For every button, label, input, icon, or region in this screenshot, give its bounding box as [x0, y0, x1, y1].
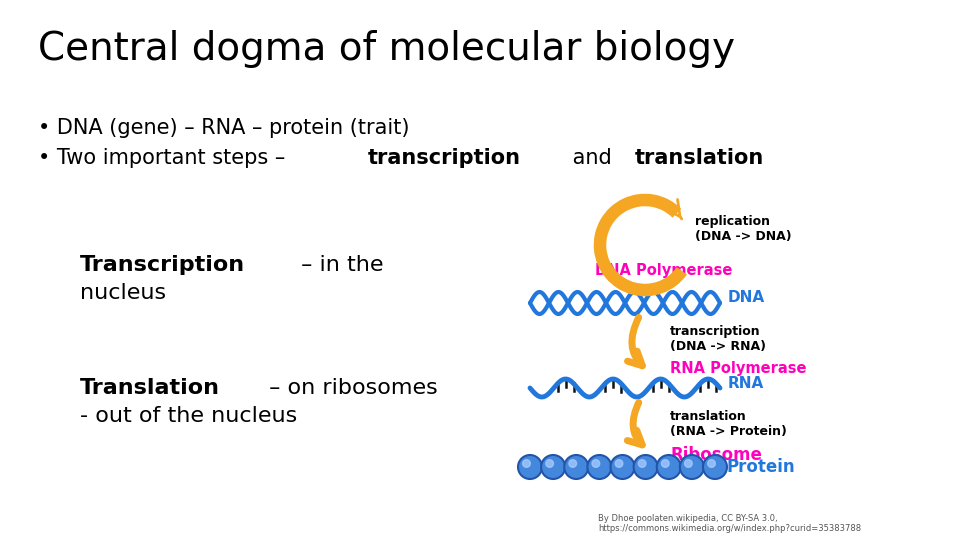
- Circle shape: [569, 460, 577, 467]
- Text: • Two important steps –: • Two important steps –: [38, 148, 292, 168]
- Text: translation: translation: [635, 148, 763, 168]
- Circle shape: [564, 455, 588, 479]
- Text: Transcription: Transcription: [80, 255, 245, 275]
- Circle shape: [522, 460, 530, 467]
- Text: replication
(DNA -> DNA): replication (DNA -> DNA): [695, 215, 792, 243]
- Text: translation
(RNA -> Protein): translation (RNA -> Protein): [670, 410, 787, 438]
- Text: transcription: transcription: [368, 148, 520, 168]
- Circle shape: [661, 460, 669, 467]
- Text: Central dogma of molecular biology: Central dogma of molecular biology: [38, 30, 735, 68]
- Circle shape: [680, 455, 704, 479]
- Circle shape: [708, 460, 715, 467]
- Circle shape: [634, 455, 658, 479]
- Circle shape: [592, 460, 600, 467]
- Circle shape: [546, 460, 554, 467]
- Text: • DNA (gene) – RNA – protein (trait): • DNA (gene) – RNA – protein (trait): [38, 118, 410, 138]
- Circle shape: [657, 455, 681, 479]
- Circle shape: [611, 455, 635, 479]
- Circle shape: [588, 455, 612, 479]
- Circle shape: [541, 455, 565, 479]
- Text: Ribosome: Ribosome: [670, 446, 762, 464]
- Text: DNA Polymerase: DNA Polymerase: [595, 263, 732, 278]
- Text: - out of the nucleus: - out of the nucleus: [80, 406, 298, 426]
- Circle shape: [615, 460, 623, 467]
- Text: – on ribosomes: – on ribosomes: [262, 378, 438, 398]
- Text: Protein: Protein: [727, 458, 796, 476]
- Circle shape: [703, 455, 727, 479]
- Text: transcription
(DNA -> RNA): transcription (DNA -> RNA): [670, 325, 766, 353]
- Circle shape: [684, 460, 692, 467]
- Text: RNA Polymerase: RNA Polymerase: [670, 361, 806, 376]
- Text: Translation: Translation: [80, 378, 220, 398]
- Text: RNA: RNA: [728, 375, 764, 390]
- Text: By Dhoe poolaten.wikipedia, CC BY-SA 3.0,
https://commons.wikimedia.org/w/index.: By Dhoe poolaten.wikipedia, CC BY-SA 3.0…: [598, 514, 861, 533]
- Text: – in the: – in the: [295, 255, 384, 275]
- Circle shape: [518, 455, 542, 479]
- Text: and: and: [566, 148, 619, 168]
- Text: DNA: DNA: [728, 291, 765, 306]
- Circle shape: [638, 460, 646, 467]
- Text: nucleus: nucleus: [80, 283, 166, 303]
